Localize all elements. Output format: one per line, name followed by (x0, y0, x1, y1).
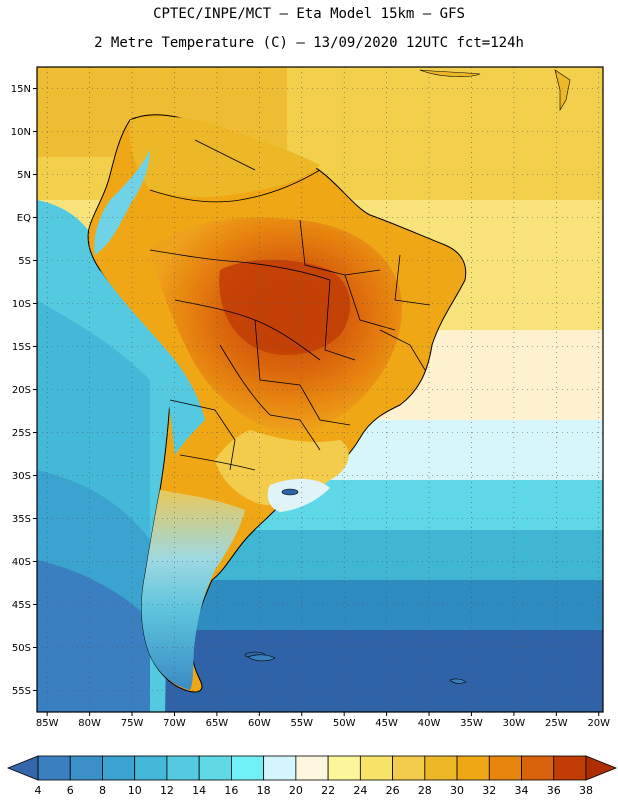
colorbar-label: 4 (35, 784, 42, 797)
longitude-axis: 85W 80W 75W 70W 65W 60W 55W 50W 45W 40W 35W 30W 25W 2… (36, 712, 610, 729)
chart-title-line1: CPTEC/INPE/MCT – Eta Model 15km – GFS (153, 6, 465, 22)
lat-label: 45S (12, 600, 31, 611)
colorbar-label: 8 (99, 784, 106, 797)
colorbar-label: 6 (67, 784, 74, 797)
colorbar-label: 28 (418, 784, 432, 797)
colorbar-swatch (424, 755, 458, 781)
lon-label: 85W (36, 718, 59, 729)
lon-label: 45W (375, 718, 398, 729)
lon-label: 65W (206, 718, 229, 729)
lon-label: 60W (248, 718, 271, 729)
colorbar-swatch (553, 755, 587, 781)
islands (449, 678, 467, 684)
lon-label: 35W (460, 718, 483, 729)
colorbar-label: 34 (515, 784, 529, 797)
lat-label: 55S (12, 686, 31, 697)
patagonia-region (141, 490, 245, 690)
colorbar-swatch (359, 755, 393, 781)
lon-label: 55W (290, 718, 313, 729)
colorbar-swatch (37, 755, 71, 781)
political-borders (149, 139, 431, 471)
lon-label: 25W (545, 718, 568, 729)
colorbar-label: 22 (321, 784, 335, 797)
lat-label: 20S (12, 385, 31, 396)
colorbar-swatch (263, 755, 297, 781)
latitude-axis: 15N 10N 5N EQ 5S 10S 15S 20S 25S 30S 35S 40S 45S 50S 5… (11, 84, 37, 697)
lat-label: 25S (12, 428, 31, 439)
islands (419, 69, 481, 77)
colorbar-label: 38 (579, 784, 593, 797)
lat-label: 5N (17, 170, 31, 181)
colorbar-label: 14 (192, 784, 206, 797)
colorbar-swatch (295, 755, 329, 781)
lat-label: 10N (11, 127, 31, 138)
colorbar: 4 6 8 10 12 14 16 18 20 22 24 26 28 30 32 34 36 38 (6, 755, 618, 797)
colorbar-label: 18 (257, 784, 271, 797)
southern-pacific-region (37, 560, 150, 712)
lon-label: 40W (418, 718, 441, 729)
lat-label: 5S (18, 256, 31, 267)
colorbar-label: 26 (386, 784, 400, 797)
colorbar-label: 36 (547, 784, 561, 797)
lat-label: 10S (12, 299, 31, 310)
lat-label: 35S (12, 514, 31, 525)
lat-label: 15N (11, 84, 31, 95)
colorbar-label: 30 (450, 784, 464, 797)
colorbar-right-arrow (585, 755, 618, 781)
islands (247, 654, 276, 662)
lon-label: 50W (333, 718, 356, 729)
andes-cool-strip-south (100, 270, 205, 455)
lon-label: 30W (503, 718, 526, 729)
uruguay-cool-region (267, 478, 330, 512)
colorbar-label: 16 (224, 784, 238, 797)
hottest-core-region (219, 259, 351, 355)
lon-label: 75W (121, 718, 144, 729)
colorbar-swatch (488, 755, 522, 781)
andes-cool-strip (94, 150, 150, 255)
colorbar-label: 32 (482, 784, 496, 797)
colorbar-swatch (521, 755, 555, 781)
lat-label: EQ (17, 213, 31, 224)
colorbar-swatch (134, 755, 168, 781)
chart-title-line2: 2 Metre Temperature (C) – 13/09/2020 12U… (94, 35, 524, 51)
lat-label: 50S (12, 643, 31, 654)
lon-label: 80W (78, 718, 101, 729)
colorbar-swatch (456, 755, 490, 781)
lake (281, 488, 299, 496)
colorbar-label: 20 (289, 784, 303, 797)
lat-label: 15S (12, 342, 31, 353)
lat-label: 30S (12, 471, 31, 482)
colorbar-swatch (392, 755, 426, 781)
northern-coast-region (129, 116, 320, 198)
colorbar-label: 10 (128, 784, 142, 797)
colorbar-swatch (198, 755, 232, 781)
lon-label: 70W (163, 718, 186, 729)
islands (554, 69, 571, 112)
lat-label: 40S (12, 557, 31, 568)
colorbar-swatch (166, 755, 200, 781)
colorbar-swatch (231, 755, 265, 781)
colorbar-label: 24 (353, 784, 367, 797)
colorbar-left-arrow (6, 755, 39, 781)
colorbar-swatch (102, 755, 136, 781)
colorbar-label: 12 (160, 784, 174, 797)
lon-label: 20W (587, 718, 610, 729)
map-area (37, 67, 603, 712)
colorbar-swatch (69, 755, 103, 781)
colorbar-swatch (327, 755, 361, 781)
